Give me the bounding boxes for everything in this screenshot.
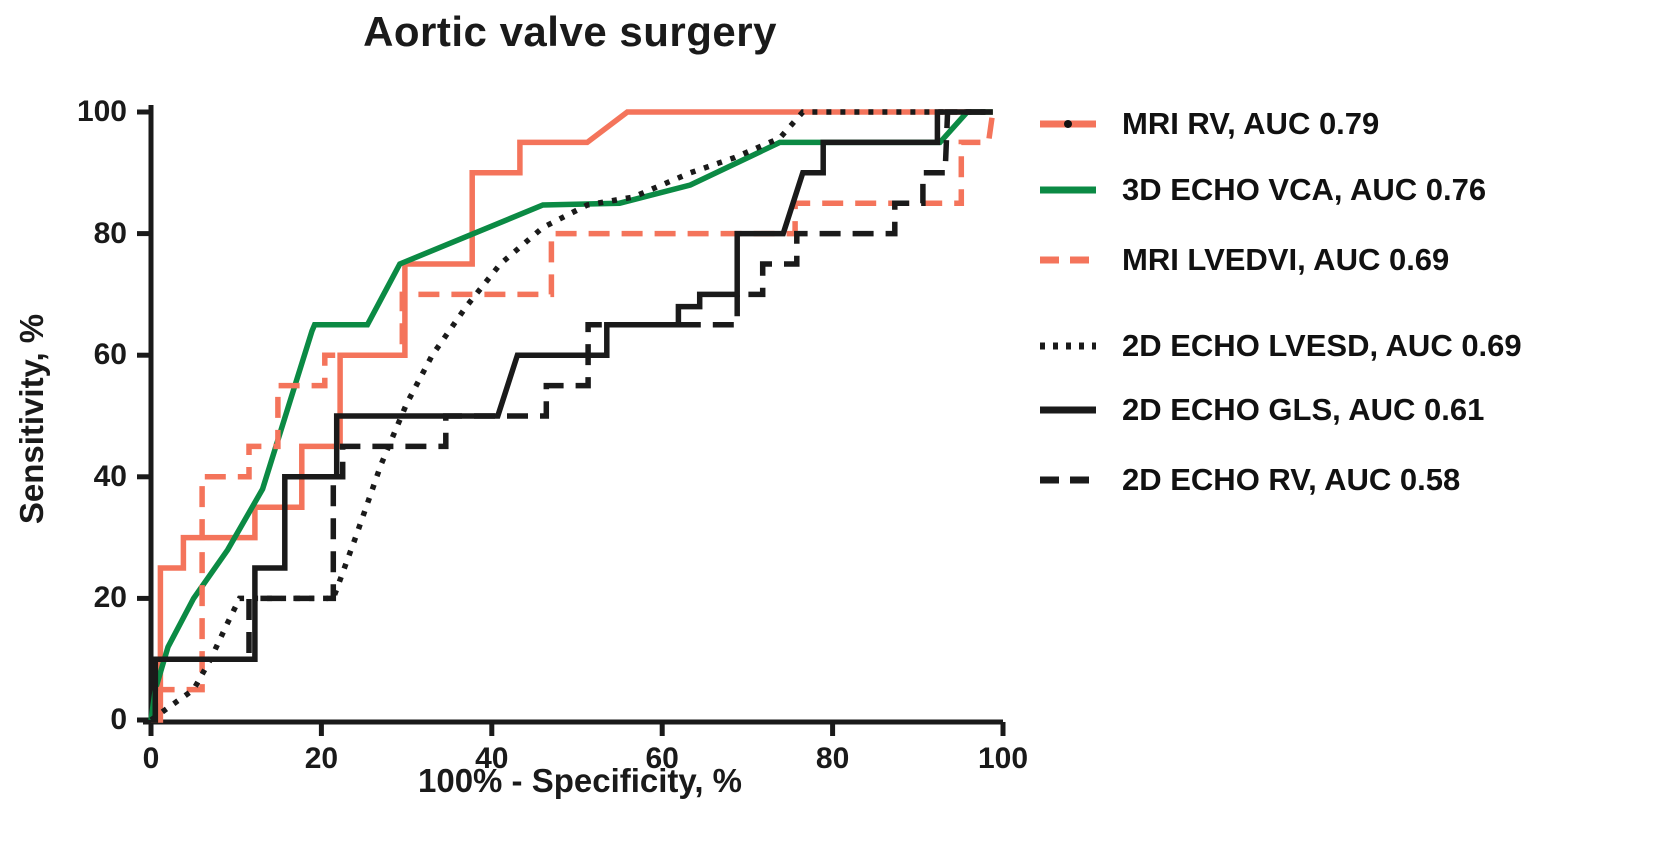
legend-label: 2D ECHO GLS, AUC 0.61 <box>1122 392 1485 427</box>
legend-item-2d-echo-lvesd: 2D ECHO LVESD, AUC 0.69 <box>1040 326 1522 366</box>
legend-swatch-solid <box>1040 120 1096 128</box>
y-tick-label: 0 <box>110 703 127 736</box>
legend-item-2d-echo-gls: 2D ECHO GLS, AUC 0.61 <box>1040 390 1484 430</box>
x-tick-label: 0 <box>142 742 160 775</box>
x-tick-label: 40 <box>475 742 509 775</box>
legend-label: 2D ECHO RV, AUC 0.58 <box>1122 462 1461 497</box>
legend-swatch-dashed <box>1040 476 1096 484</box>
roc-curve-2d-echo-gls <box>151 109 993 723</box>
y-tick-label: 40 <box>93 459 127 493</box>
legend-item-mri-lvedvi: MRI LVEDVI, AUC 0.69 <box>1040 240 1449 280</box>
roc-curve-2d-echo-lvesd <box>149 109 993 723</box>
legend-swatch-solid <box>1040 406 1096 414</box>
y-tick-label: 60 <box>93 338 127 372</box>
legend-swatch-dotted <box>1040 342 1096 350</box>
legend-item-2d-echo-rv: 2D ECHO RV, AUC 0.58 <box>1040 460 1460 500</box>
legend-item-3d-echo-vca: 3D ECHO VCA, AUC 0.76 <box>1040 170 1486 210</box>
legend-label: 3D ECHO VCA, AUC 0.76 <box>1122 172 1487 207</box>
roc-curve-mri-rv <box>151 109 993 723</box>
legend-label: MRI LVEDVI, AUC 0.69 <box>1122 242 1450 277</box>
legend-item-mri-rv: MRI RV, AUC 0.79 <box>1040 104 1379 144</box>
legend-swatch-solid <box>1040 186 1096 194</box>
legend-marker-dot <box>1064 120 1072 128</box>
legend-label: MRI RV, AUC 0.79 <box>1122 106 1380 141</box>
legend-label: 2D ECHO LVESD, AUC 0.69 <box>1122 328 1522 363</box>
x-tick-label: 100 <box>977 742 1029 775</box>
legend-swatch-dashed <box>1040 256 1096 264</box>
chart-title: Aortic valve surgery <box>363 8 777 55</box>
x-tick-label: 80 <box>815 742 850 775</box>
y-tick-label: 80 <box>93 216 127 250</box>
x-tick-label: 20 <box>304 742 339 775</box>
x-axis-title: 100% - Specificity, % <box>417 762 743 799</box>
y-tick-label: 20 <box>93 581 127 615</box>
roc-curve-2d-echo-rv <box>151 109 993 723</box>
y-tick-label: 100 <box>76 95 127 128</box>
x-tick-label: 60 <box>645 742 679 775</box>
